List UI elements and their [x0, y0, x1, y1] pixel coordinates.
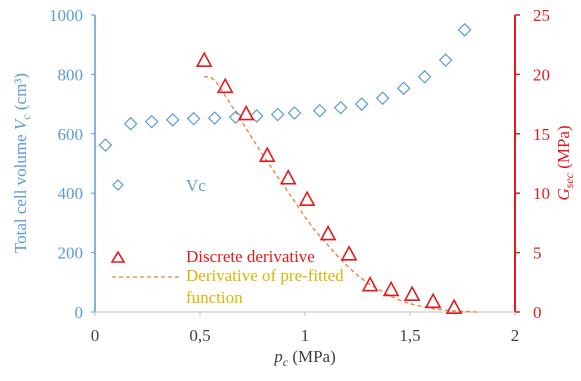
vc-point: [207, 111, 222, 125]
right-axis-ticks: 0 5 10 15 20 25: [515, 6, 550, 322]
y-left-label-main: Total cell volume: [11, 130, 30, 253]
y-right-tick-label: 5: [533, 244, 542, 263]
vc-point: [287, 106, 302, 120]
discrete-derivative-point: [445, 298, 463, 315]
vc-point: [457, 23, 472, 37]
discrete-derivative-point: [195, 51, 213, 67]
x-axis-label: pc (MPa): [273, 347, 336, 369]
vc-point: [165, 112, 180, 127]
vc-point: [417, 69, 432, 84]
discrete-derivative-series: [195, 51, 463, 315]
y-left-tick-label: 600: [58, 125, 84, 144]
y-right-tick-label: 0: [533, 303, 542, 322]
y-left-tick-label: 800: [58, 65, 84, 84]
vc-point: [123, 116, 138, 131]
y-right-label-sub: sec: [562, 172, 576, 188]
y-right-label-var: G: [554, 188, 573, 200]
discrete-derivative-point: [424, 292, 442, 309]
y-left-label-unit: (cm³): [11, 73, 30, 114]
vc-point: [270, 107, 285, 122]
vc-point: [144, 114, 159, 129]
legend-marker-discrete-derivative: [110, 250, 126, 263]
vc-point: [375, 91, 390, 106]
y-left-tick-label: 1000: [49, 6, 83, 25]
legend-label-vc: Vc: [186, 176, 206, 195]
y-right-axis-label: Gsec (MPa): [554, 125, 576, 200]
vc-point: [98, 138, 113, 152]
y-right-tick-label: 25: [533, 6, 550, 25]
y-right-tick-label: 10: [533, 184, 550, 203]
legend-marker-vc: [112, 179, 124, 191]
x-tick-label: 1,5: [399, 326, 420, 345]
y-left-label-sub: c: [19, 114, 33, 120]
vc-point: [438, 53, 453, 67]
legend: Vc Discrete derivative Derivative of pre…: [110, 176, 344, 307]
discrete-derivative-point: [216, 77, 234, 94]
legend-label-fit-line2: function: [186, 288, 243, 307]
legend-label-fit-line1: Derivative of pre-fitted: [186, 266, 344, 285]
y-left-tick-label: 0: [75, 303, 84, 322]
x-label-sub: c: [283, 355, 289, 369]
y-right-tick-label: 15: [533, 125, 550, 144]
vc-point: [186, 111, 201, 126]
vc-point: [333, 100, 348, 115]
discrete-derivative-point: [361, 275, 379, 292]
x-tick-label: 1: [301, 326, 310, 345]
discrete-derivative-point: [319, 224, 337, 241]
vc-point: [228, 110, 243, 125]
y-right-tick-label: 20: [533, 65, 550, 84]
x-label-unit: (MPa): [288, 347, 336, 366]
x-label-main: p: [273, 347, 283, 366]
y-left-label-var: V: [11, 117, 30, 130]
vc-series: [98, 23, 472, 152]
discrete-derivative-point: [279, 169, 297, 185]
y-right-label-unit: (MPa): [554, 125, 573, 173]
discrete-derivative-point: [382, 280, 400, 297]
discrete-derivative-point: [298, 190, 316, 206]
discrete-derivative-point: [258, 146, 276, 162]
x-tick-label: 0,5: [189, 326, 210, 345]
y-left-axis-label: Total cell volume Vc (cm³): [11, 73, 33, 253]
vc-point: [312, 103, 327, 118]
legend-label-discrete-derivative: Discrete derivative: [186, 247, 315, 266]
y-left-tick-label: 200: [58, 244, 84, 263]
y-left-tick-label: 400: [58, 184, 84, 203]
discrete-derivative-point: [237, 104, 255, 121]
discrete-derivative-point: [403, 285, 421, 301]
discrete-derivative-point: [340, 245, 358, 261]
x-tick-label: 2: [511, 326, 520, 345]
x-tick-label: 0: [91, 326, 100, 345]
vc-point: [249, 109, 264, 123]
x-axis-ticks: 0 0,5 1 1,5 2: [91, 312, 520, 345]
left-axis-ticks: 0 200 400 600 800 1000: [49, 6, 95, 322]
vc-point: [396, 81, 411, 96]
vc-point: [354, 97, 369, 111]
